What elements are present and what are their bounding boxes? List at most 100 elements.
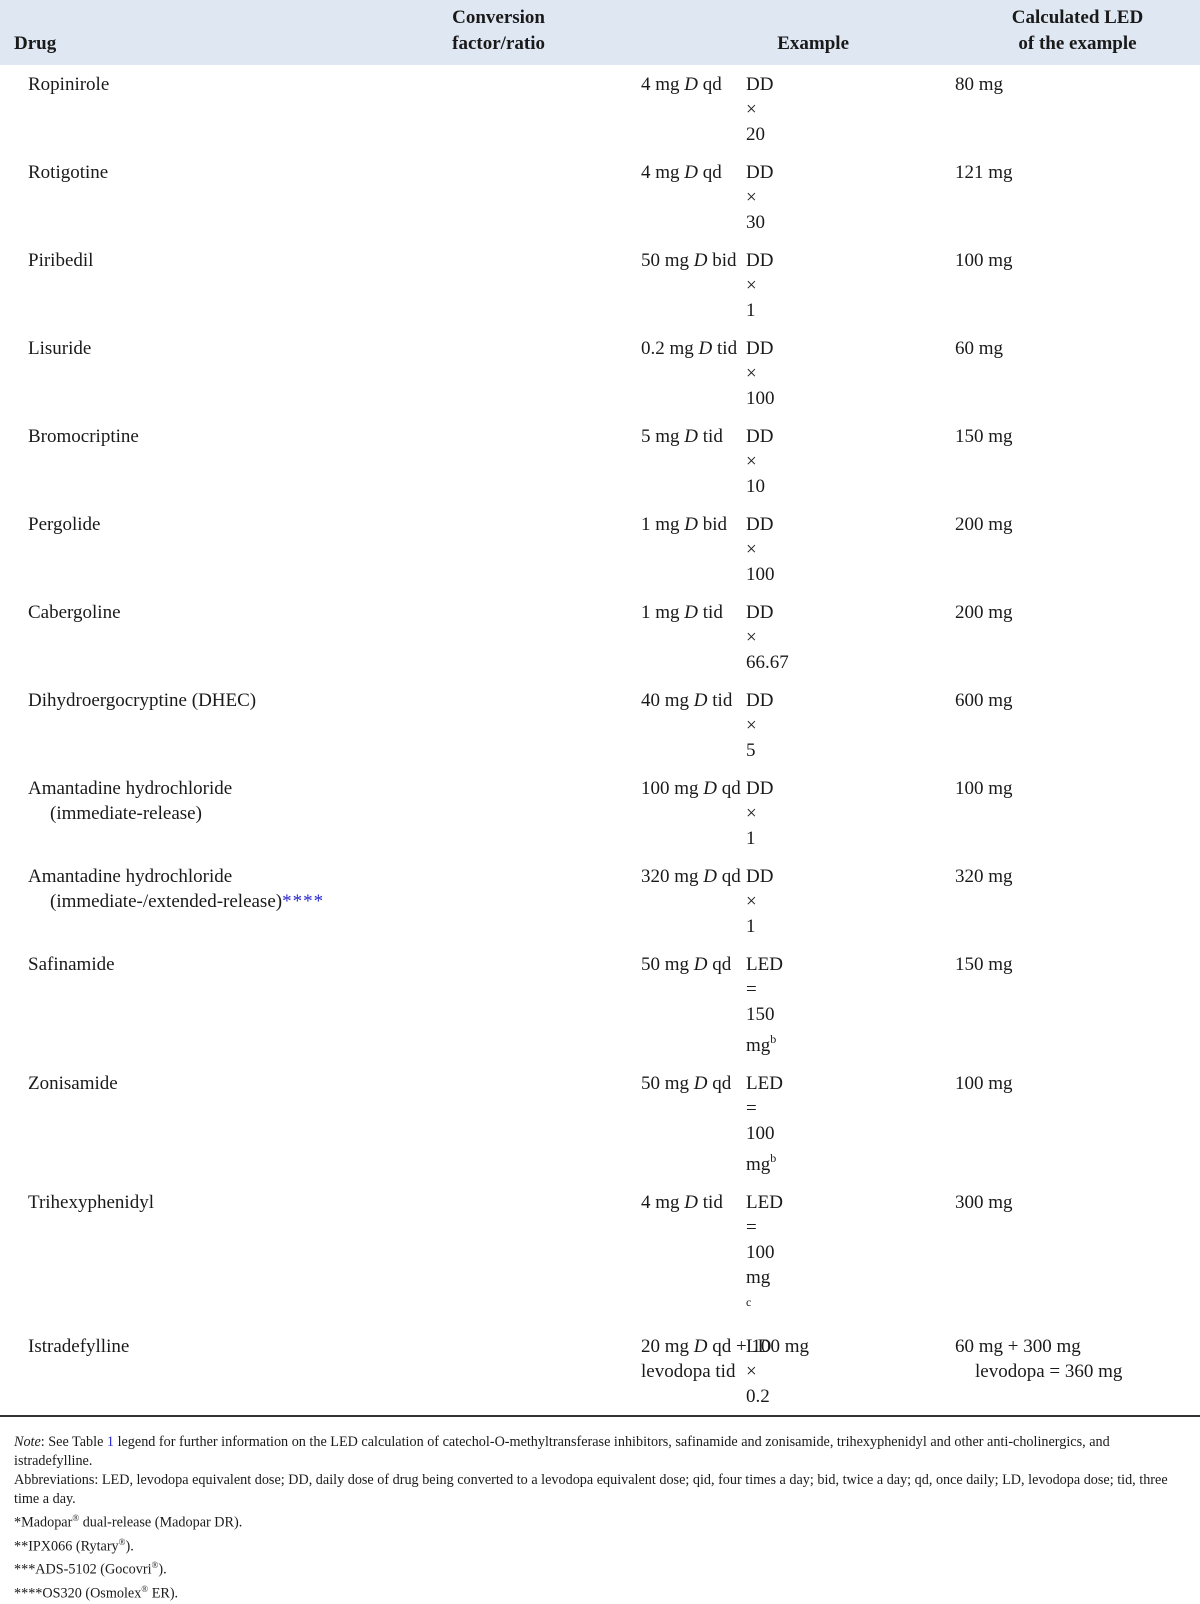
note: ****OS320 (Osmolex® ER).	[14, 1580, 1188, 1604]
drug-name: Lisuride	[28, 338, 92, 359]
example-dose-part: qd	[717, 866, 741, 887]
example-dose-part: D	[684, 1192, 699, 1213]
drug-name: Bromocriptine	[28, 426, 139, 447]
conversion-factor: LED = 100 mgb	[373, 1064, 783, 1183]
conversion-factor: LED = 150 mgb	[373, 945, 783, 1064]
table-row: Lisuride DD × 100 0.2 mg D tid 60 mg	[0, 329, 1200, 417]
example-dose: 20 mg D qd + 100 mg levodopa tid	[641, 1327, 955, 1417]
example-dose: 100 mg D qd	[641, 769, 955, 857]
example-dose-part: 4 mg	[641, 162, 685, 183]
example-dose-part: bid	[698, 514, 728, 535]
header-row: Drug Conversion factor/ratio Example Cal…	[0, 0, 1200, 65]
calculated-led: 200 mg	[955, 514, 1013, 535]
example-dose: 5 mg D tid	[641, 417, 955, 505]
calculated-led: 121 mg	[955, 162, 1013, 183]
drug-name: Pergolide	[28, 514, 101, 535]
example-dose-part: qd	[698, 74, 722, 95]
conversion-factor: DD × 1	[746, 250, 774, 321]
calculated-led: 600 mg	[955, 690, 1013, 711]
header-cell: Calculated LED of the example	[1011, 7, 1144, 54]
drug-name: Dihydroergocryptine (DHEC)	[28, 690, 257, 711]
calculated-led: 300 mg	[955, 1192, 1013, 1213]
drug-name: Zonisamide	[28, 1073, 118, 1094]
calculated-led: 320 mg	[955, 866, 1013, 887]
drug-table: Drug Conversion factor/ratio Example Cal…	[0, 0, 1200, 1417]
note-text: : See Table	[40, 1434, 107, 1450]
table-row: Pergolide DD × 100 1 mg D bid 200 mg	[0, 505, 1200, 593]
table-row: Safinamide LED = 150 mgb 50 mg D qd 150 mg	[0, 945, 1200, 1064]
example-dose: 4 mg D tid	[641, 1183, 955, 1327]
example-dose: 40 mg D tid	[641, 681, 955, 769]
table-row: Rotigotine DD × 30 4 mg D qd 121 mg	[0, 153, 1200, 241]
conversion-factor: DD × 30	[746, 162, 774, 233]
example-dose-part: 5 mg	[641, 426, 685, 447]
table-header: Drug Conversion factor/ratio Example Cal…	[0, 0, 1200, 65]
example-dose-part: 50 mg	[641, 954, 694, 975]
conversion-factor: DD × 66.67	[746, 602, 789, 673]
note: **IPX066 (Rytary®).	[14, 1533, 1188, 1557]
header-cell: Example	[777, 33, 849, 54]
drug-name: Amantadine hydrochloride (immediate-rele…	[28, 778, 233, 824]
calculated-led: 100 mg	[955, 250, 1013, 271]
note-text: Abbreviations: LED, levodopa equivalent …	[14, 1472, 1168, 1507]
note-sup: ®	[72, 1513, 80, 1523]
example-dose: 0.2 mg D tid	[641, 329, 955, 417]
example-dose-part: D	[703, 778, 718, 799]
example-dose-part: 4 mg	[641, 74, 685, 95]
note-sup: ®	[118, 1536, 126, 1547]
note-text: ***ADS-5102 (Gocovri	[14, 1562, 152, 1579]
conversion-factor: DD × 10	[746, 426, 774, 497]
note-text: dual-release (Madopar DR).	[79, 1514, 243, 1531]
note-text: **IPX066 (Rytary	[14, 1538, 119, 1555]
example-dose: 50 mg D qd	[641, 945, 955, 1064]
calculated-led: 150 mg	[955, 954, 1013, 975]
drug-name: Cabergoline	[28, 602, 121, 623]
conversion-factor-part: c	[746, 1295, 752, 1309]
table-row: Amantadine hydrochloride (immediate-/ext…	[0, 857, 1200, 945]
drug-name: Safinamide	[28, 954, 115, 975]
conversion-factor: DD × 5	[746, 690, 774, 761]
conversion-factor: LED = 100 mg c	[373, 1183, 783, 1327]
table-row: Bromocriptine DD × 10 5 mg D tid 150 mg	[0, 417, 1200, 505]
drug-name: Piribedil	[28, 250, 94, 271]
table-row: Ropinirole DD × 20 4 mg D qd 80 mg	[0, 65, 1200, 153]
example-dose-part: qd	[707, 954, 732, 975]
calculated-led: 60 mg + 300 mg levodopa = 360 mg	[955, 1327, 1200, 1417]
example-dose-part: 20 mg	[641, 1336, 694, 1357]
example-dose-part: D	[698, 338, 713, 359]
note-sup: ®	[141, 1584, 149, 1595]
table-row: Cabergoline DD × 66.67 1 mg D tid 200 mg	[0, 593, 1200, 681]
example-dose-part: 0.2 mg	[641, 338, 699, 359]
drug-name: Rotigotine	[28, 162, 109, 183]
note-text: *Madopar	[14, 1514, 73, 1531]
note-text: ****OS320 (Osmolex	[14, 1585, 142, 1602]
calculated-led: 100 mg	[955, 1073, 1013, 1094]
conversion-factor-part: b	[770, 1151, 777, 1165]
header-cell: Conversion factor/ratio	[452, 7, 545, 54]
example-dose-part: qd	[717, 778, 741, 799]
table-row: Zonisamide LED = 100 mgb 50 mg D qd 100 mg	[0, 1064, 1200, 1183]
example-dose-part: bid	[707, 250, 737, 271]
note: *Madopar® dual-release (Madopar DR).	[14, 1509, 1188, 1533]
conversion-factor: DD × 100	[746, 514, 775, 585]
example-dose: 4 mg D qd	[641, 65, 955, 153]
example-dose-part: D	[684, 602, 699, 623]
table-body: Ropinirole DD × 20 4 mg D qd 80 mg Rotigotin…	[0, 65, 1200, 1417]
example-dose-part: D	[693, 250, 708, 271]
example-dose-part: D	[684, 514, 699, 535]
example-dose-part: D	[693, 954, 708, 975]
table-link[interactable]: 1	[106, 1434, 115, 1450]
example-dose: 1 mg D bid	[641, 505, 955, 593]
conversion-factor: DD × 100	[746, 338, 775, 409]
example-dose-part: D	[693, 690, 708, 711]
note-text: ER).	[148, 1585, 179, 1602]
note-label: Note	[14, 1434, 41, 1450]
example-dose-part: 50 mg	[641, 1073, 694, 1094]
example-dose-part: tid	[698, 1192, 723, 1213]
calculated-led: 60 mg	[955, 338, 1004, 359]
example-dose: 50 mg D qd	[641, 1064, 955, 1183]
example-dose: 320 mg D qd	[641, 857, 955, 945]
example-dose-part: 1 mg	[641, 514, 685, 535]
